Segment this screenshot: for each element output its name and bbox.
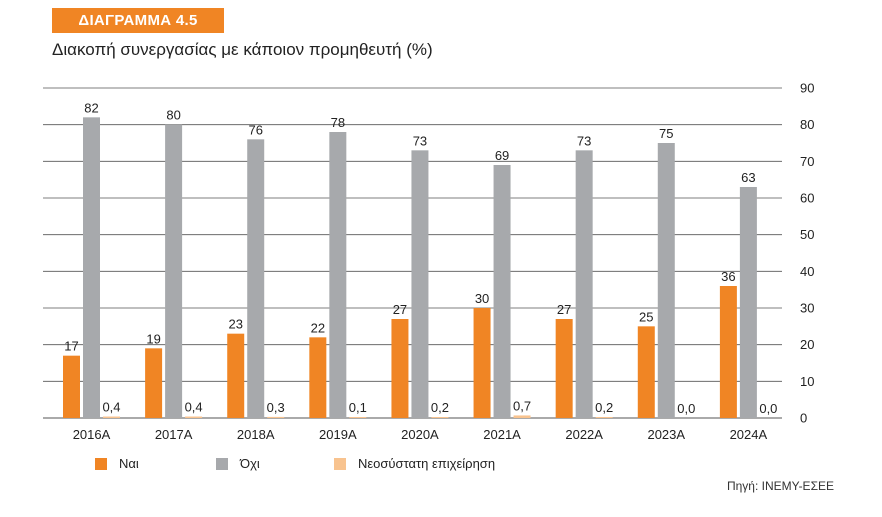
bar <box>513 415 531 418</box>
legend-swatch <box>95 457 107 470</box>
bar <box>145 348 163 418</box>
y-tick-label: 30 <box>800 301 814 316</box>
bar <box>657 143 675 418</box>
data-label: 22 <box>311 320 325 335</box>
bar <box>63 355 80 418</box>
bar <box>575 150 593 419</box>
data-label: 23 <box>228 317 242 332</box>
y-tick-label: 90 <box>800 81 814 96</box>
data-label: 78 <box>331 115 345 130</box>
legend-label: Όχι <box>240 456 260 471</box>
bar <box>247 139 265 419</box>
y-tick-label: 0 <box>800 411 807 426</box>
data-label: 0,0 <box>677 401 695 416</box>
source-note: Πηγή: ΙΝΕΜΥ-ΕΣΕΕ <box>726 479 834 493</box>
x-tick-label: 2023Α <box>647 427 685 442</box>
y-tick-label: 60 <box>800 191 814 206</box>
data-label: 36 <box>721 269 735 284</box>
data-label: 63 <box>741 170 755 185</box>
data-label: 69 <box>495 148 509 163</box>
x-tick-label: 2021Α <box>483 427 521 442</box>
bar <box>493 165 511 418</box>
legend-item: Ναι <box>95 456 216 471</box>
legend-label: Νεοσύστατη επιχείρηση <box>358 456 496 471</box>
data-label: 0,2 <box>595 400 613 415</box>
legend-label: Ναι <box>119 456 139 471</box>
bar <box>431 417 449 418</box>
bar <box>227 333 245 418</box>
x-tick-label: 2017Α <box>155 427 193 442</box>
data-label: 0,7 <box>513 398 531 413</box>
x-tick-label: 2016Α <box>73 427 111 442</box>
y-tick-label: 70 <box>800 154 814 169</box>
bar <box>309 337 327 418</box>
data-label: 25 <box>639 309 653 324</box>
data-label: 73 <box>577 133 591 148</box>
legend-item: Όχι <box>216 456 334 471</box>
y-tick-label: 50 <box>800 227 814 242</box>
data-label: 0,4 <box>102 400 120 415</box>
x-tick-label: 2020Α <box>401 427 439 442</box>
bar <box>349 417 367 418</box>
bar <box>185 416 203 418</box>
data-label: 27 <box>393 302 407 317</box>
bar <box>555 319 573 418</box>
bar <box>165 124 183 419</box>
data-label: 0,4 <box>185 400 203 415</box>
bar <box>267 416 285 418</box>
legend-swatch <box>216 457 228 470</box>
data-label: 0,3 <box>267 400 285 415</box>
data-label: 0,2 <box>431 400 449 415</box>
bar <box>391 319 409 418</box>
y-tick-label: 20 <box>800 337 814 352</box>
bar <box>473 308 491 418</box>
bar <box>103 416 120 418</box>
x-tick-label: 2022Α <box>565 427 603 442</box>
data-label: 27 <box>557 302 571 317</box>
data-label: 73 <box>413 133 427 148</box>
data-label: 76 <box>248 122 262 137</box>
data-label: 30 <box>475 291 489 306</box>
bar <box>329 132 347 418</box>
bar <box>719 286 737 418</box>
x-tick-label: 2018Α <box>237 427 275 442</box>
bar <box>411 150 429 419</box>
data-label: 75 <box>659 126 673 141</box>
data-label: 19 <box>146 331 160 346</box>
data-label: 80 <box>166 108 180 123</box>
data-label: 17 <box>64 339 78 354</box>
y-tick-label: 40 <box>800 264 814 279</box>
x-tick-label: 2019Α <box>319 427 357 442</box>
data-label: 0,0 <box>759 401 777 416</box>
bar <box>637 326 655 418</box>
legend-item: Νεοσύστατη επιχείρηση <box>334 456 534 471</box>
chart-title: Διακοπή συνεργασίας με κάποιον προμηθευτ… <box>52 40 433 59</box>
y-tick-label: 10 <box>800 374 814 389</box>
chart-legend: Ναι Όχι Νεοσύστατη επιχείρηση <box>95 456 534 471</box>
data-label: 82 <box>84 100 98 115</box>
legend-swatch <box>334 457 346 470</box>
bar <box>83 117 100 418</box>
y-tick-label: 80 <box>800 117 814 132</box>
bar <box>739 187 757 418</box>
data-label: 0,1 <box>349 400 367 415</box>
chart-number-badge: ΔΙΑΓΡΑΜΜΑ 4.5 <box>52 8 224 33</box>
x-tick-label: 2024Α <box>730 427 768 442</box>
bar <box>595 417 613 418</box>
